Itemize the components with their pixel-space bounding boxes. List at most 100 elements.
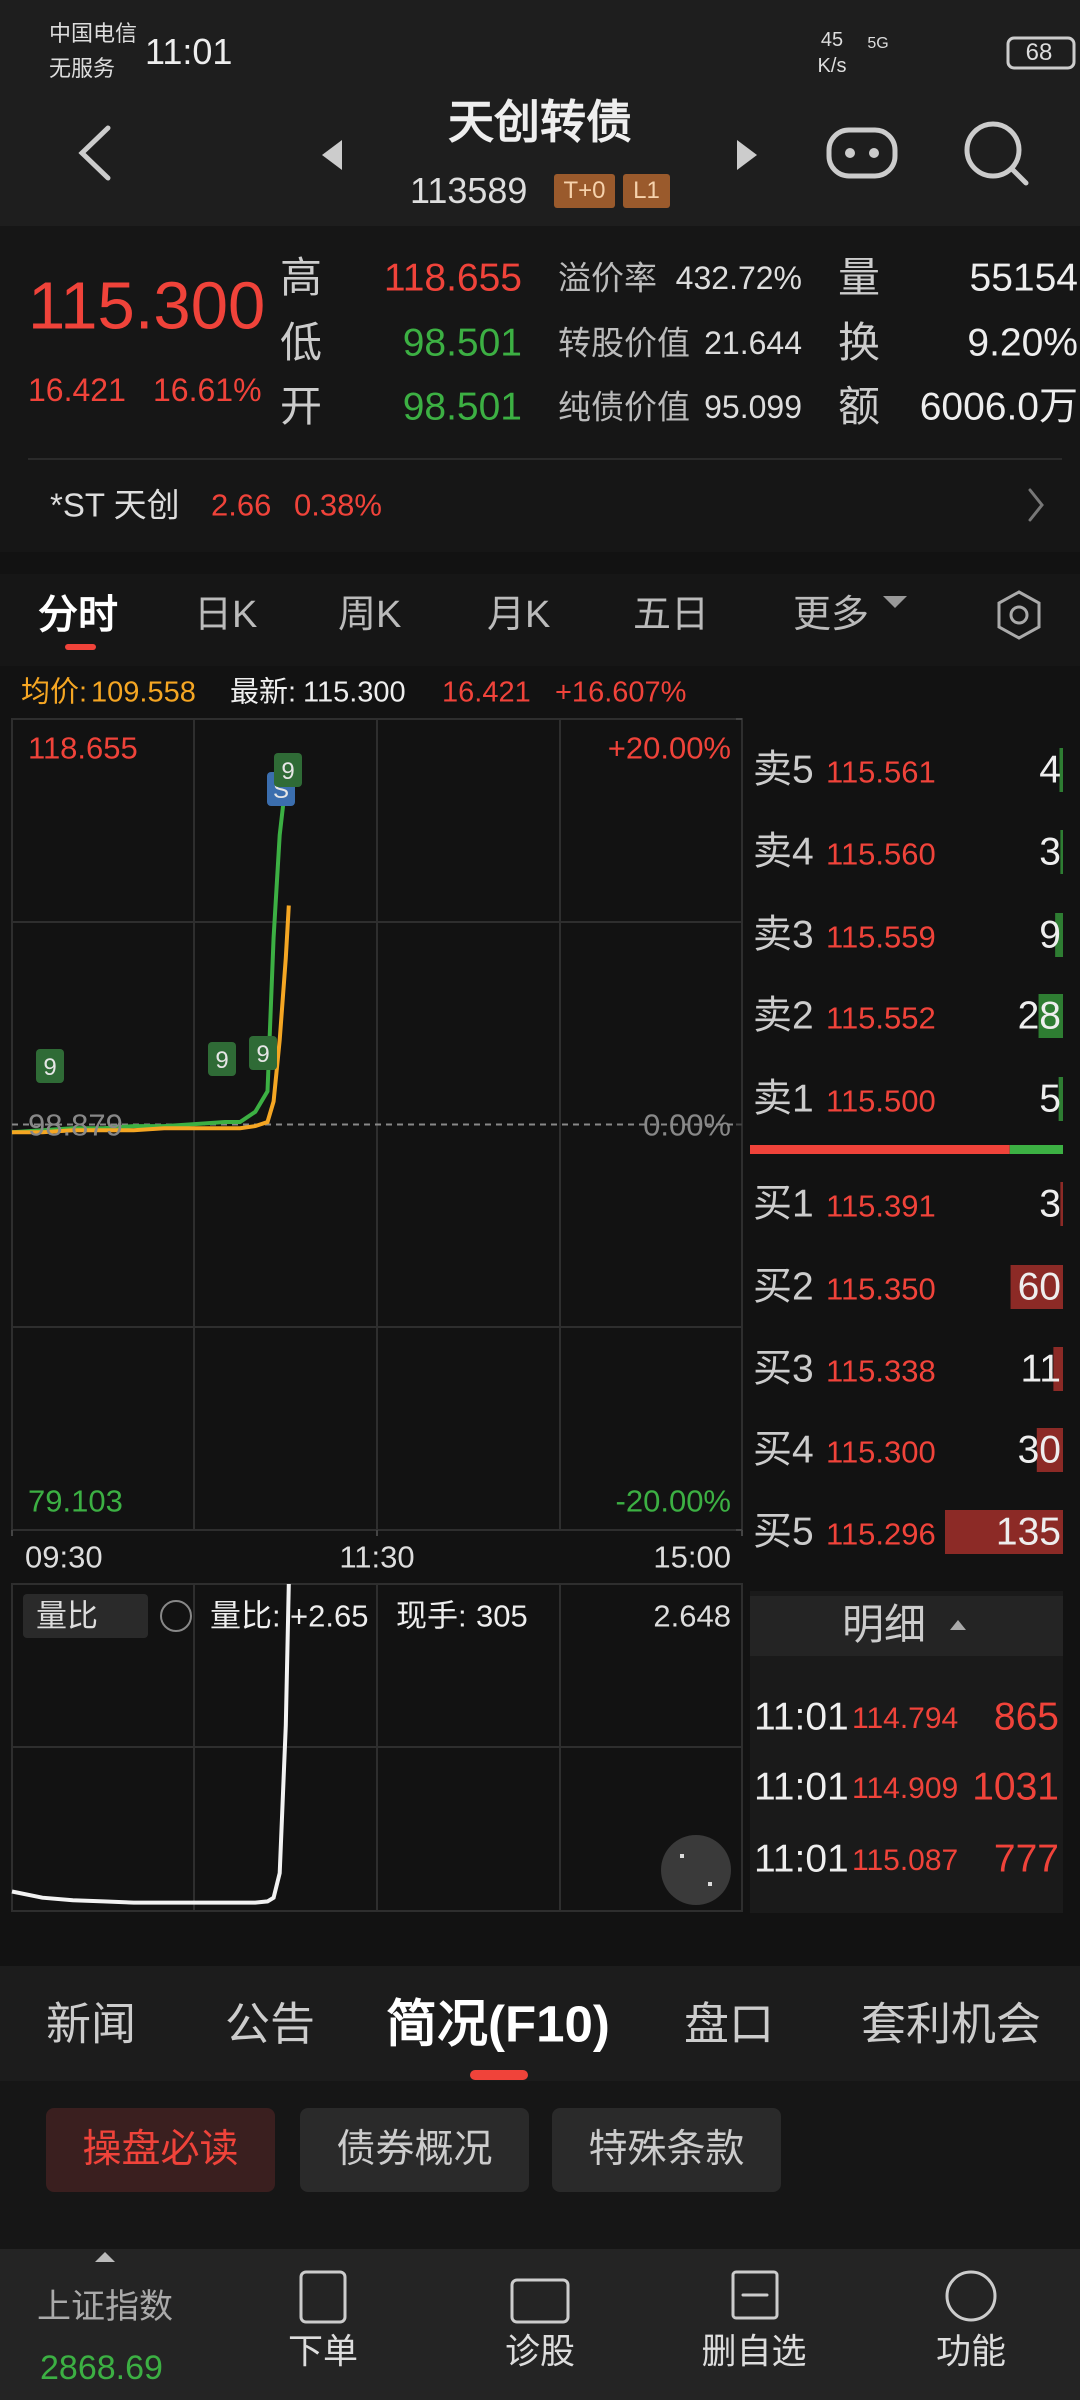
tab[interactable]: 周K: [338, 594, 402, 636]
ratio-value: +2.65: [290, 1598, 369, 1634]
depth-bar: [1053, 1347, 1063, 1391]
sub-tab[interactable]: 特殊条款: [552, 2108, 781, 2192]
nav-item[interactable]: 下单: [287, 2332, 359, 2372]
order-icon[interactable]: [299, 2270, 347, 2324]
bid-strength: [750, 1145, 1010, 1154]
trade-price: 114.794: [852, 1702, 959, 1735]
info-change: 16.421: [442, 676, 531, 709]
stat-label: 低: [280, 319, 323, 366]
tab[interactable]: 日K: [194, 594, 258, 636]
y-tick-label: 79.103: [28, 1483, 123, 1519]
net-speed-unit: K/s: [817, 55, 847, 77]
service: 无服务: [49, 56, 116, 81]
stat-value: 98.501: [402, 385, 522, 429]
volume-grid: [11, 1583, 743, 1912]
search-icon[interactable]: [964, 121, 1022, 179]
metric-label: 纯债价值: [558, 388, 690, 426]
sub-tab[interactable]: 操盘必读: [46, 2108, 275, 2192]
hand-label: 现手:: [396, 1598, 467, 1634]
book-label: 买3: [753, 1347, 814, 1391]
prev-arrow[interactable]: [322, 140, 342, 170]
tab[interactable]: 月K: [487, 594, 551, 636]
book-volume: 4: [1039, 748, 1061, 792]
volume-label: 额: [838, 383, 881, 430]
book-label: 买5: [753, 1510, 814, 1554]
robot-eye: [845, 148, 855, 158]
icons: [78, 36, 1076, 2324]
volume-value: 55154: [969, 256, 1078, 300]
volume-value: 6006.0万: [919, 385, 1078, 429]
book-price: 115.552: [826, 1000, 936, 1036]
tab[interactable]: 五日: [633, 594, 710, 636]
carrier: 中国电信: [49, 21, 138, 46]
next-arrow[interactable]: [737, 140, 757, 170]
bottom-nav-bg: [0, 2249, 1080, 2400]
info-tabs-bg: [0, 1966, 1080, 2081]
nav-item[interactable]: 诊股: [504, 2332, 576, 2372]
robot-icon[interactable]: [826, 127, 898, 179]
book-label: 卖5: [753, 748, 814, 792]
info-change-pct: +16.607%: [555, 676, 687, 709]
info-tab[interactable]: 新闻: [46, 1998, 137, 2050]
nav-item[interactable]: 功能: [935, 2332, 1007, 2372]
tab[interactable]: 更多: [793, 594, 870, 636]
book-label: 买2: [753, 1265, 814, 1309]
depth-bar: [1060, 830, 1063, 874]
trades-header-bg: [750, 1596, 1063, 1656]
book-label: 卖3: [753, 913, 814, 957]
hand-value: 305: [476, 1598, 528, 1634]
trade-time: 11:01: [754, 1765, 849, 1809]
stock-change: 0.38%: [294, 487, 382, 523]
function-icon[interactable]: [945, 2270, 997, 2322]
ask-strength: [1009, 1145, 1063, 1154]
info-tab[interactable]: 盘口: [684, 1998, 775, 2050]
settings-icon[interactable]: [997, 590, 1041, 640]
depth-bar: [1010, 1265, 1063, 1309]
index-value: 2868.69: [40, 2349, 163, 2387]
remove-icon[interactable]: [731, 2270, 779, 2320]
book-price: 115.296: [826, 1516, 936, 1552]
depth-bar: [945, 1510, 1063, 1554]
book-price: 115.300: [826, 1434, 936, 1470]
trade-volume: 1031: [972, 1765, 1059, 1809]
book-label: 买1: [753, 1182, 814, 1226]
selector[interactable]: 量比: [36, 1598, 98, 1634]
more-arrow[interactable]: [883, 596, 907, 608]
series-line: [11, 1583, 291, 1905]
header-bg: [0, 0, 1080, 226]
depth-bar: [1059, 748, 1063, 792]
battery: 68: [1025, 39, 1053, 66]
price: 115.300: [28, 268, 266, 344]
chevron-right[interactable]: [1028, 488, 1044, 522]
fullscreen-button[interactable]: [661, 1835, 731, 1905]
info-tab[interactable]: 套利机会: [861, 1998, 1042, 2050]
depth-bar: [1036, 1428, 1063, 1472]
expand-arrow[interactable]: [95, 2252, 115, 2262]
depth-bar: [1038, 994, 1063, 1038]
nav-item[interactable]: 删自选: [701, 2332, 807, 2372]
y2-tick-label: +20.00%: [607, 730, 731, 766]
battery-icon: [1006, 36, 1076, 70]
stock-name[interactable]: *ST 天创: [50, 486, 180, 524]
signal-badge: [36, 1049, 64, 1083]
metric-label: 溢价率: [558, 259, 657, 297]
book-label: 买4: [753, 1428, 814, 1472]
trade-time: 11:01: [754, 1695, 849, 1739]
info-tab[interactable]: 简况(F10): [386, 1995, 610, 2053]
diagnose-icon[interactable]: [510, 2278, 570, 2324]
change-pct: 16.61%: [153, 372, 262, 408]
index-name[interactable]: 上证指数: [37, 2288, 173, 2326]
info-tab[interactable]: 公告: [225, 1998, 316, 2050]
book-label: 卖1: [753, 1077, 814, 1121]
help-icon[interactable]: [160, 1600, 192, 1632]
selector-bg[interactable]: [23, 1594, 148, 1638]
tab[interactable]: 分时: [38, 593, 118, 637]
back-icon[interactable]: [78, 125, 111, 181]
network: 5G: [867, 35, 889, 52]
sub-tab[interactable]: 债券概况: [300, 2108, 529, 2192]
depth-bar: [1058, 1077, 1063, 1121]
y2-tick-label: 0.00%: [643, 1107, 731, 1142]
sort-arrow[interactable]: [950, 1620, 966, 1630]
change: 16.421: [28, 372, 126, 408]
